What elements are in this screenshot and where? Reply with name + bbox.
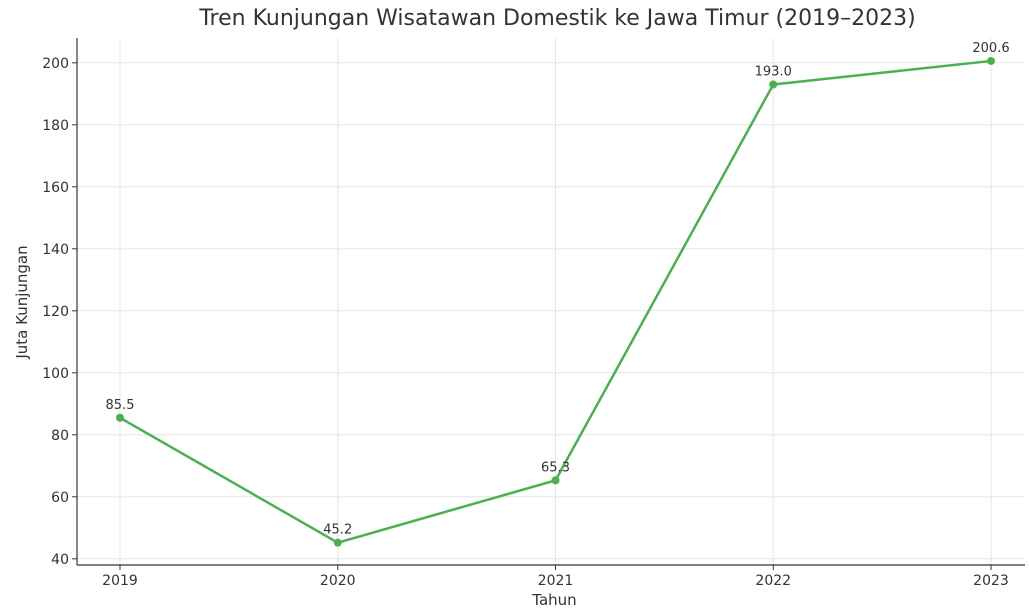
axes: 40 60 80 100 120 140 160 180 200 2019 2020 2021 2022… [42,38,1025,589]
data-label: 200.6 [972,41,1009,56]
data-label: 85.5 [106,398,135,413]
grid-lines [77,38,1025,565]
y-tick-label: 160 [42,180,69,196]
data-point [987,56,995,65]
y-axis-title: Juta Kunjungan [13,245,31,359]
data-point [116,413,124,422]
y-tick-label: 140 [42,242,69,258]
x-tick-label: 2023 [973,573,1009,589]
data-point [333,538,342,547]
data-labels: 85.5 45.2 65.3 193.0 200.6 [106,41,1010,538]
data-point [551,476,560,485]
x-tick-label: 2019 [102,573,138,589]
y-tick-label: 80 [51,428,69,444]
data-label: 65.3 [541,460,570,475]
chart-title: Tren Kunjungan Wisatawan Domestik ke Jaw… [199,6,916,31]
y-tick-label: 60 [51,490,69,506]
x-tick-label: 2022 [755,573,791,589]
x-axis-title: Tahun [532,591,577,609]
y-tick-label: 180 [42,118,69,134]
series-line [116,56,995,547]
data-point [769,80,778,89]
x-tick-label: 2020 [320,573,356,589]
y-tick-label: 40 [51,552,69,568]
y-tick-label: 120 [42,304,69,320]
x-tick-label: 2021 [538,573,574,589]
y-tick-label: 100 [42,366,69,382]
data-label: 45.2 [323,523,352,538]
y-tick-label: 200 [42,56,69,72]
data-label: 193.0 [755,65,792,80]
